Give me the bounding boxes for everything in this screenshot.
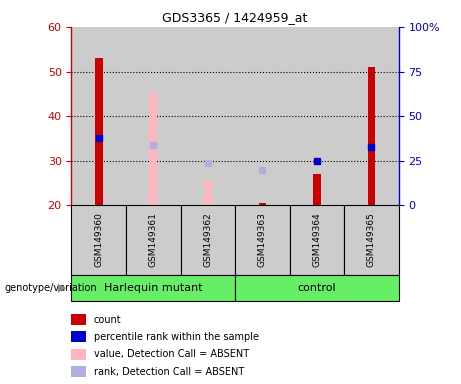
Bar <box>368 67 375 205</box>
Bar <box>95 58 102 205</box>
Text: genotype/variation: genotype/variation <box>5 283 97 293</box>
Bar <box>235 27 290 205</box>
Text: GSM149362: GSM149362 <box>203 213 213 267</box>
Bar <box>290 27 344 205</box>
Text: rank, Detection Call = ABSENT: rank, Detection Call = ABSENT <box>94 366 244 377</box>
Bar <box>181 205 235 275</box>
Bar <box>126 27 181 205</box>
Text: GSM149363: GSM149363 <box>258 213 267 267</box>
Bar <box>71 366 86 377</box>
Bar <box>344 27 399 205</box>
Text: control: control <box>298 283 336 293</box>
Bar <box>235 205 290 275</box>
Text: ▶: ▶ <box>58 283 66 293</box>
Bar <box>71 314 86 325</box>
Bar <box>259 203 266 205</box>
Bar <box>71 349 86 360</box>
Bar <box>71 205 126 275</box>
Text: GSM149361: GSM149361 <box>149 213 158 267</box>
Bar <box>344 205 399 275</box>
Text: GSM149360: GSM149360 <box>94 213 103 267</box>
Text: GSM149364: GSM149364 <box>313 213 321 267</box>
Title: GDS3365 / 1424959_at: GDS3365 / 1424959_at <box>162 11 308 24</box>
Text: count: count <box>94 314 122 325</box>
Bar <box>71 27 126 205</box>
Text: value, Detection Call = ABSENT: value, Detection Call = ABSENT <box>94 349 249 359</box>
Bar <box>313 174 321 205</box>
Text: percentile rank within the sample: percentile rank within the sample <box>94 332 259 342</box>
Text: GSM149365: GSM149365 <box>367 213 376 267</box>
Bar <box>204 181 212 205</box>
Bar <box>126 205 181 275</box>
Bar <box>290 205 344 275</box>
Text: Harlequin mutant: Harlequin mutant <box>104 283 202 293</box>
Bar <box>71 331 86 343</box>
Bar <box>149 92 157 205</box>
Bar <box>181 27 235 205</box>
Bar <box>235 275 399 301</box>
Bar <box>71 275 235 301</box>
